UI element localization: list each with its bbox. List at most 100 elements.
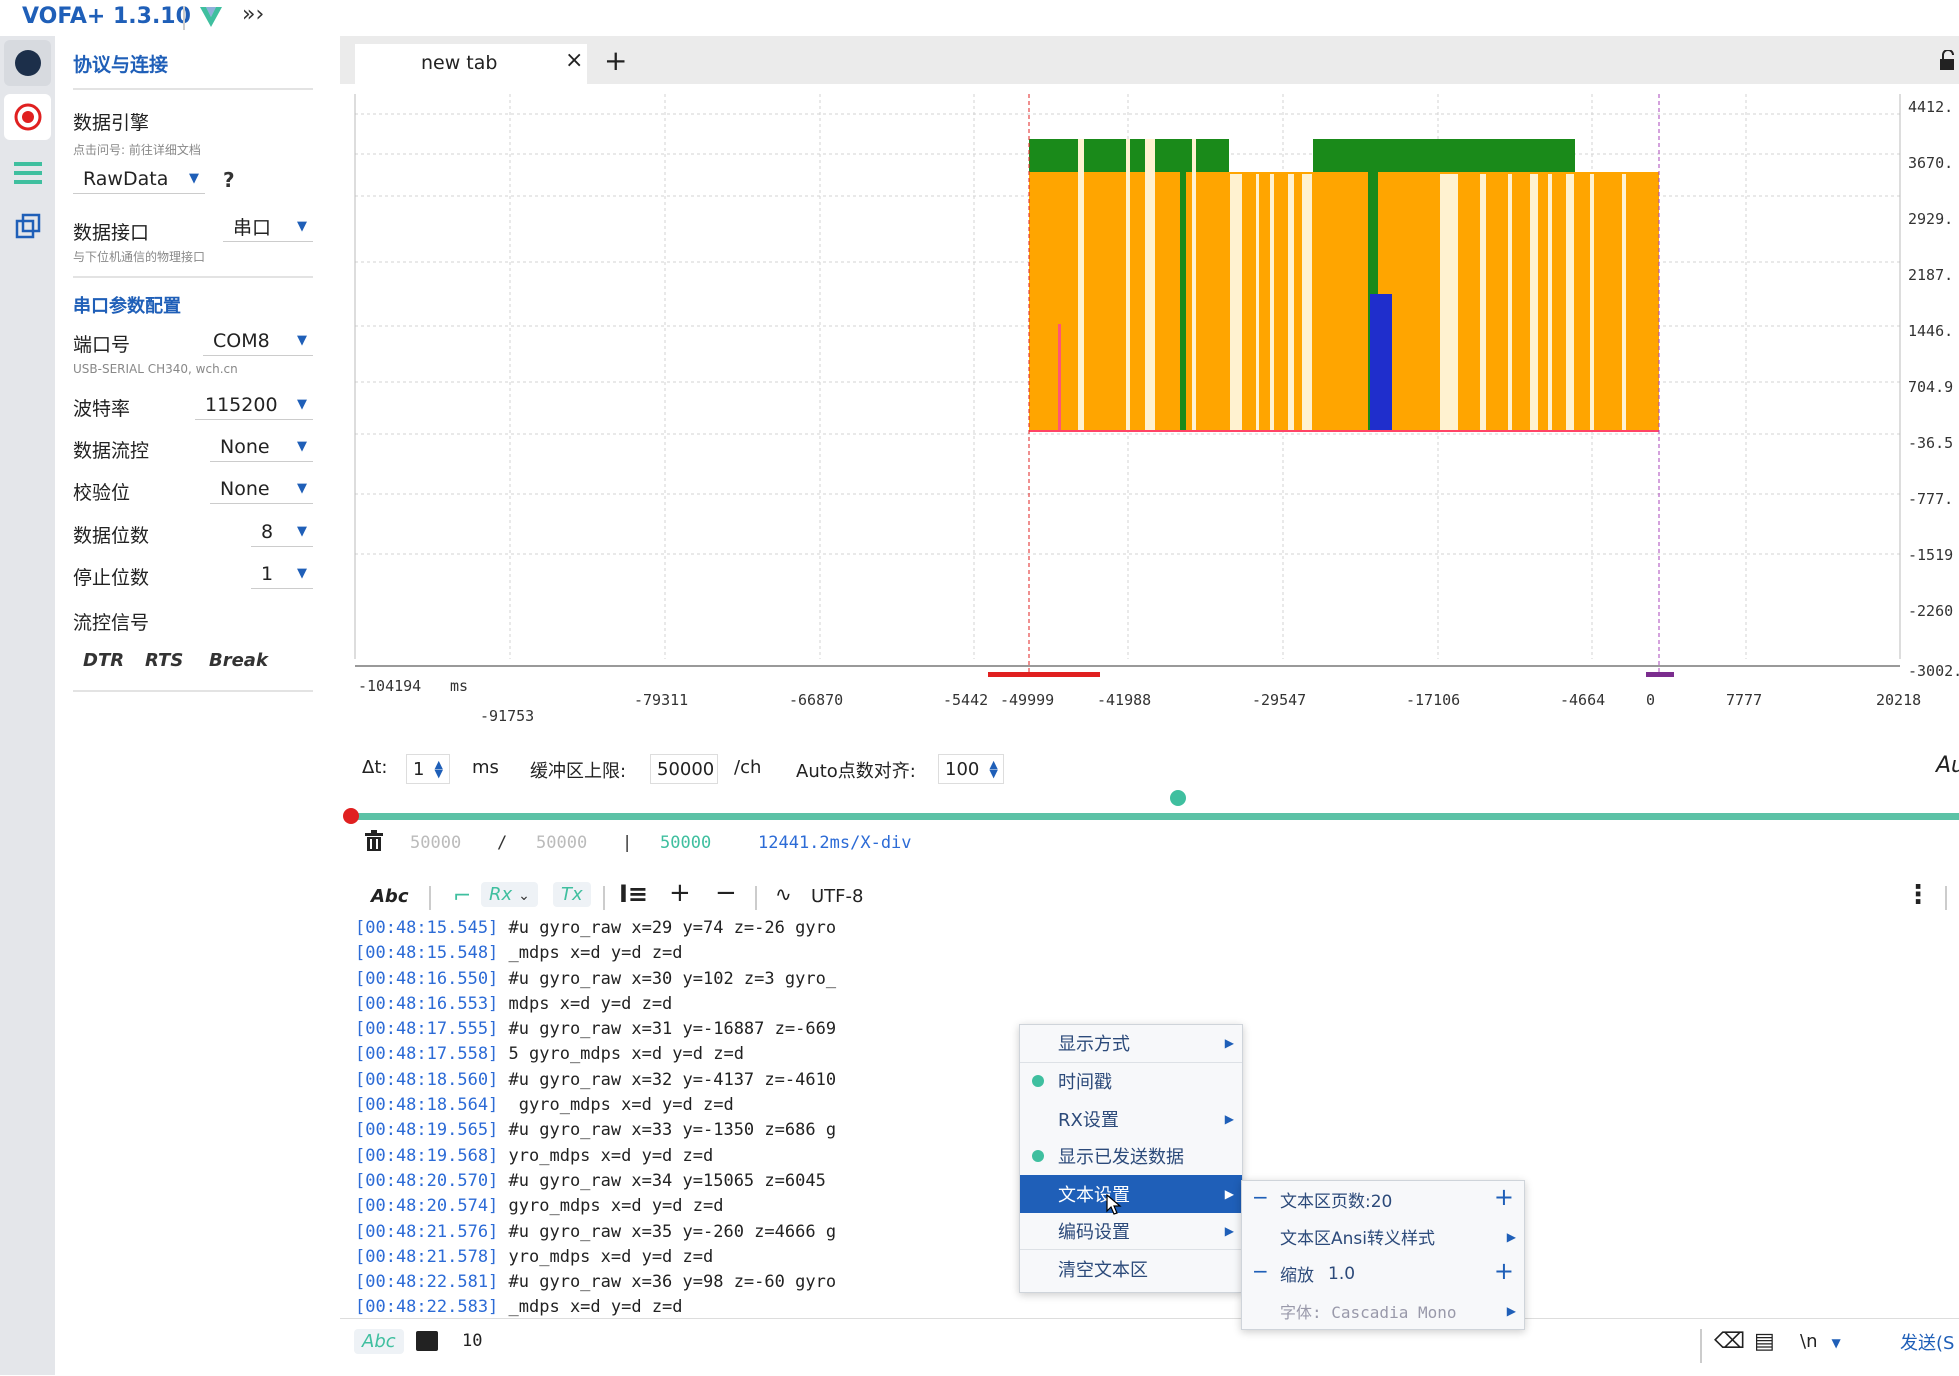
rail-connect-button[interactable] (4, 40, 51, 86)
vofa-logo-icon[interactable] (198, 5, 224, 33)
slider-start-handle[interactable] (343, 808, 359, 824)
menu-show-sent[interactable]: 显示已发送数据 (1020, 1138, 1242, 1176)
stat-sep: / (497, 833, 508, 853)
lock-icon[interactable] (1938, 49, 1958, 76)
iface-select[interactable]: 串口 ▼ (223, 212, 313, 242)
trash-icon[interactable] (364, 830, 384, 857)
text-format-icon[interactable]: Ⅰ≡ (619, 880, 649, 908)
menu-encoding-settings[interactable]: 编码设置 ▶ (1020, 1213, 1242, 1250)
abc-toggle[interactable]: Abc (371, 886, 409, 907)
menu-lines-icon (13, 162, 42, 184)
rail-windows-button[interactable] (4, 204, 51, 250)
slider-handle[interactable] (1170, 790, 1186, 806)
send-input[interactable]: 10 (462, 1331, 483, 1351)
menu-rx-settings[interactable]: RX设置 ▶ (1020, 1100, 1242, 1138)
cursor-right-marker[interactable] (1646, 672, 1674, 677)
spinner-icon[interactable]: ▲ ▼ (989, 758, 998, 780)
text-settings-submenu: − 文本区页数:20 + 文本区Ansi转义样式 ▶ − 缩放 1.0 + 字体:… (1241, 1180, 1525, 1330)
zoom-value: 1.0 (1328, 1263, 1356, 1284)
buffer-stats: 50000 / 50000 | 50000 12441.2ms/X-div (340, 828, 1959, 862)
encoding-label[interactable]: UTF-8 (811, 886, 864, 907)
divider (73, 88, 313, 90)
help-button[interactable]: ? (223, 168, 235, 192)
receive-text-area[interactable]: [00:48:15.545] #u gyro_raw x=29 y=74 z=-… (355, 916, 1959, 1318)
dropdown-arrow-icon: ▼ (189, 171, 199, 186)
engine-select[interactable]: RawData ▼ (73, 164, 205, 194)
zoom-in-button[interactable]: + (669, 878, 691, 908)
send-button[interactable]: 发送(S (1900, 1333, 1955, 1354)
pages-decrease-button[interactable]: − (1252, 1185, 1269, 1209)
dropdown-arrow-icon: ▼ (297, 481, 307, 496)
document-icon[interactable]: ▤ (1754, 1329, 1775, 1354)
eraser-icon[interactable]: ⌫ (1714, 1329, 1746, 1354)
expand-icon[interactable]: »› (242, 2, 265, 27)
zoom-increase-button[interactable]: + (1493, 1257, 1514, 1285)
buffer-input[interactable]: 50000 (650, 754, 718, 784)
slider-track (350, 813, 1959, 820)
text-line: [00:48:22.583] _mdps x=d y=d z=d (355, 1297, 683, 1318)
abc-send-toggle[interactable]: Abc (354, 1329, 404, 1354)
flow-value: None (220, 435, 270, 458)
title-bar: VOFA+ 1.3.10 »› (0, 0, 1959, 36)
menu-text-settings[interactable]: 文本设置 ▶ (1020, 1175, 1242, 1213)
settings-panel: 协议与连接 数据引擎 点击问号: 前往详细文档 RawData ▼ ? 数据接口 … (55, 36, 340, 1375)
rail-record-button[interactable] (4, 94, 51, 140)
rail-list-button[interactable] (4, 150, 51, 196)
x-tick: 20218 (1876, 691, 1922, 709)
circle-icon (14, 50, 41, 76)
port-hint: USB-SERIAL CH340, wch.cn (73, 362, 238, 376)
add-tab-button[interactable]: + (604, 44, 628, 77)
text-line: [00:48:20.574] gyro_mdps x=d y=d z=d (355, 1196, 724, 1217)
dt-input[interactable]: 1 ▲ ▼ (406, 754, 450, 784)
text-line: [00:48:20.570] #u gyro_raw x=34 y=15065 … (355, 1170, 826, 1191)
auto-button[interactable]: Au (1936, 753, 1959, 778)
submenu-arrow-icon: ▶ (1224, 1036, 1234, 1051)
pages-increase-button[interactable]: + (1493, 1183, 1514, 1211)
dtr-button[interactable]: DTR (83, 650, 125, 671)
submenu-font[interactable]: 字体: Cascadia Mono ▶ (1242, 1292, 1524, 1329)
text-line: [00:48:19.568] yro_mdps x=d y=d z=d (355, 1145, 714, 1166)
phone-icon[interactable]: ⌐ (453, 884, 472, 909)
auto-align-value: 100 (945, 758, 980, 780)
stopbits-select[interactable]: 1 ▼ (251, 559, 313, 589)
submenu-zoom: − 缩放 1.0 + (1242, 1255, 1524, 1292)
parity-select[interactable]: None ▼ (210, 474, 313, 504)
y-tick: -36.5 (1908, 434, 1954, 452)
menu-clear-text[interactable]: 清空文本区 (1020, 1250, 1242, 1288)
send-bar: Abc 10 ⌫ ▤ \n ▼ 发送(S (340, 1318, 1959, 1376)
break-button[interactable]: Break (209, 650, 268, 671)
databits-select[interactable]: 8 ▼ (251, 517, 313, 547)
submenu-ansi[interactable]: 文本区Ansi转义样式 ▶ (1242, 1218, 1524, 1255)
folder-send-icon[interactable] (416, 1331, 438, 1351)
flow-label: 数据流控 (73, 440, 150, 462)
iface-label: 数据接口 (73, 222, 150, 244)
port-select[interactable]: COM8 ▼ (203, 326, 313, 356)
wave-icon[interactable]: ∿ (775, 882, 792, 906)
tx-toggle[interactable]: Tx (553, 882, 591, 907)
waveform-chart[interactable]: 4412. 3670. 2929. 2187. 1446. 704.9 -36.… (340, 84, 1959, 725)
zoom-decrease-button[interactable]: − (1252, 1259, 1269, 1283)
close-icon[interactable]: × (565, 48, 584, 73)
stopbits-value: 1 (261, 562, 274, 585)
nav-rail (0, 36, 55, 1375)
baud-select[interactable]: 115200 ▼ (195, 390, 313, 420)
dropdown-arrow-icon: ▼ (297, 566, 307, 581)
zoom-out-button[interactable]: − (715, 878, 737, 908)
spinner-icon[interactable]: ▲ ▼ (434, 758, 443, 780)
tab-new[interactable]: new tab × (355, 44, 587, 84)
auto-align-input[interactable]: 100 ▲ ▼ (938, 754, 1004, 784)
flow-select[interactable]: None ▼ (210, 432, 313, 462)
time-slider[interactable] (340, 790, 1959, 830)
y-tick: 4412. (1908, 98, 1954, 116)
cursor-left-marker[interactable] (988, 672, 1100, 677)
menu-timestamp[interactable]: 时间戳 (1020, 1063, 1242, 1101)
buffer-unit: /ch (734, 757, 762, 778)
menu-display-mode[interactable]: 显示方式 ▶ (1020, 1025, 1242, 1063)
rx-toggle[interactable]: Rx ⌄ (481, 882, 538, 907)
app-title: VOFA+ 1.3.10 (22, 4, 191, 29)
rts-button[interactable]: RTS (145, 650, 184, 671)
divider (73, 276, 313, 278)
dropdown-arrow-icon: ▼ (297, 219, 307, 234)
more-vert-icon[interactable]: ⋮ (1905, 880, 1931, 910)
newline-select[interactable]: \n ▼ (1800, 1331, 1841, 1352)
